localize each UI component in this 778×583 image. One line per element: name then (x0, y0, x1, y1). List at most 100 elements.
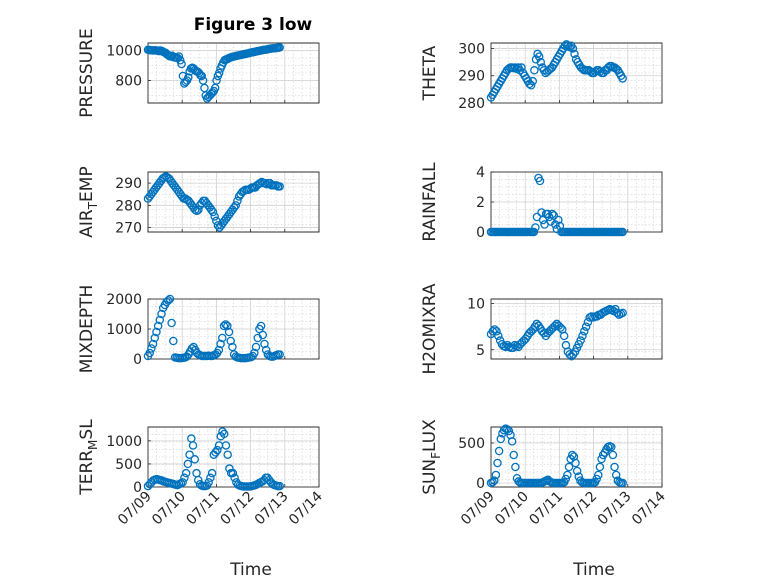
data-point (185, 450, 194, 459)
panel-pressure: 800 1000 PRESSURE (77, 28, 320, 118)
data-point (258, 330, 268, 340)
x-axis-label-right: Time (572, 560, 615, 580)
y-axis-label: H2OMIXRA (420, 283, 440, 374)
x-tick-label: 07/11 (183, 489, 223, 529)
data-point (530, 66, 539, 75)
data-point (275, 182, 284, 191)
data-point (496, 434, 506, 444)
y-tick-label: 1000 (106, 434, 142, 450)
data-point (164, 296, 173, 305)
data-point (494, 446, 504, 456)
data-point (568, 450, 577, 460)
data-point (230, 473, 239, 483)
data-point (578, 331, 587, 341)
data-point (228, 468, 238, 478)
data-point (197, 71, 206, 81)
data-point (570, 49, 579, 59)
data-point (536, 57, 546, 67)
data-point (580, 327, 589, 336)
data-point (219, 429, 229, 439)
data-point (233, 196, 242, 206)
y-tick-label: 2 (476, 195, 485, 211)
data-point (490, 476, 499, 485)
data-point (492, 327, 501, 336)
data-point (531, 223, 540, 232)
data-point (212, 76, 221, 85)
data-point (504, 426, 514, 436)
data-point (181, 77, 190, 87)
data-point (184, 73, 193, 82)
y-axis-label: MIXDEPTH (77, 285, 97, 374)
y-tick-label: 800 (115, 74, 142, 90)
data-point (507, 437, 517, 446)
data-point (226, 336, 235, 346)
panel-mixdepth: 0 1000 2000 MIXDEPTH (77, 285, 320, 374)
y-axis-label: SUNFLUX (420, 419, 443, 495)
panel-terr_msl: 0500100007/0907/1007/1107/1207/1307/14TE… (77, 419, 326, 529)
data-point (145, 348, 154, 358)
data-point (210, 212, 219, 221)
data-point (517, 63, 526, 72)
data-point (213, 445, 222, 455)
data-point (218, 427, 227, 436)
data-point (204, 478, 213, 487)
data-point (556, 323, 565, 332)
data-point (216, 339, 225, 349)
data-point (494, 331, 503, 341)
data-point (208, 207, 218, 217)
data-point (618, 227, 627, 237)
data-point (160, 173, 169, 182)
data-point (207, 468, 217, 478)
y-tick-label: 290 (458, 69, 485, 85)
y-tick-label: 270 (115, 221, 142, 237)
plot-frame (490, 42, 663, 104)
data-point (221, 320, 230, 329)
data-point (178, 478, 187, 487)
data-point (488, 477, 497, 487)
y-tick-label: 300 (458, 41, 485, 57)
data-point (214, 68, 224, 78)
data-point (221, 441, 231, 450)
data-point (153, 321, 163, 331)
data-point (207, 205, 216, 215)
data-point (550, 321, 560, 331)
data-point (564, 462, 574, 472)
data-point (618, 74, 627, 83)
data-point (180, 473, 189, 483)
data-point (218, 333, 227, 343)
data-point (534, 52, 544, 61)
y-tick-label: 500 (458, 436, 485, 452)
data-point (608, 450, 618, 460)
data-point (607, 442, 616, 452)
data-point (177, 59, 186, 69)
data-point (194, 205, 203, 215)
data-point (165, 294, 175, 304)
y-tick-label: 1000 (106, 322, 142, 338)
data-point (208, 88, 217, 97)
data-point (206, 473, 215, 483)
data-point (572, 466, 582, 476)
data-point (594, 470, 603, 480)
y-tick-label: 290 (115, 176, 142, 192)
x-axis-label-left: Time (229, 560, 272, 580)
y-axis-label: TERRMSL (77, 419, 100, 496)
data-point (214, 345, 224, 355)
x-tick-label: 07/13 (252, 489, 292, 529)
data-point (581, 322, 591, 331)
data-point (499, 425, 509, 435)
y-axis-label: RAINFALL (420, 162, 440, 242)
data-point (618, 308, 627, 318)
y-tick-label: 280 (115, 198, 142, 214)
data-point (595, 462, 605, 472)
data-point (181, 468, 191, 478)
y-tick-label: 280 (458, 96, 485, 112)
data-point (526, 81, 536, 90)
y-axis-label: PRESSURE (77, 28, 97, 117)
x-tick-label: 07/12 (561, 489, 601, 529)
x-tick-label: 07/11 (526, 489, 566, 529)
data-point (155, 315, 165, 325)
data-point (568, 44, 578, 53)
data-point (547, 209, 557, 219)
data-point (549, 211, 559, 220)
y-tick-label: 4 (476, 165, 485, 181)
